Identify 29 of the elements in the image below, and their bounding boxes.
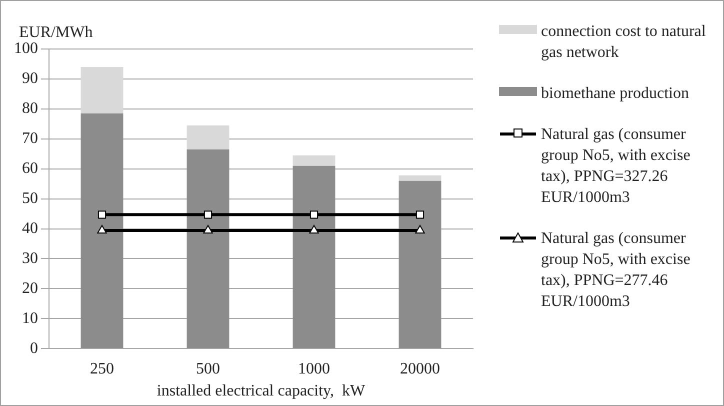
- y-tick-label: 100: [14, 40, 38, 58]
- bar: [186, 149, 230, 348]
- bar: [398, 175, 442, 181]
- x-tick-label: 1000: [298, 360, 330, 378]
- legend-label: Natural gas (consumer group No5, with excise tax), PPNG=327.26 EUR/1000m3: [541, 125, 692, 208]
- legend-label: connection cost to natural gas network: [541, 22, 707, 63]
- bar: [80, 113, 124, 348]
- y-tick-label: 0: [30, 340, 38, 357]
- x-tick-label: 20000: [400, 360, 440, 378]
- y-tick-label: 40: [22, 220, 38, 237]
- y-tick-label: 70: [22, 130, 38, 148]
- y-tick-label: 30: [22, 250, 38, 267]
- y-axis-title: EUR/MWh: [19, 24, 93, 42]
- y-tick-label: 80: [22, 100, 38, 118]
- y-tick-label: 90: [22, 70, 38, 88]
- legend-label: Natural gas (consumer group No5, with excise tax), PPNG=277.46 EUR/1000m3: [541, 229, 692, 312]
- bar: [80, 66, 124, 114]
- y-tick-label: 50: [22, 190, 38, 208]
- bar: [292, 155, 336, 166]
- bar: [398, 180, 442, 348]
- bar: [292, 166, 336, 348]
- x-tick-label: 250: [90, 360, 114, 378]
- y-tick-label: 20: [22, 280, 38, 297]
- y-tick-label: 60: [22, 160, 38, 178]
- x-tick-label: 500: [196, 360, 220, 378]
- x-axis-title: installed electrical capacity, kW: [156, 382, 366, 400]
- y-tick-label: 10: [22, 310, 38, 327]
- legend-label: biomethane production: [541, 84, 689, 104]
- bar: [186, 125, 230, 150]
